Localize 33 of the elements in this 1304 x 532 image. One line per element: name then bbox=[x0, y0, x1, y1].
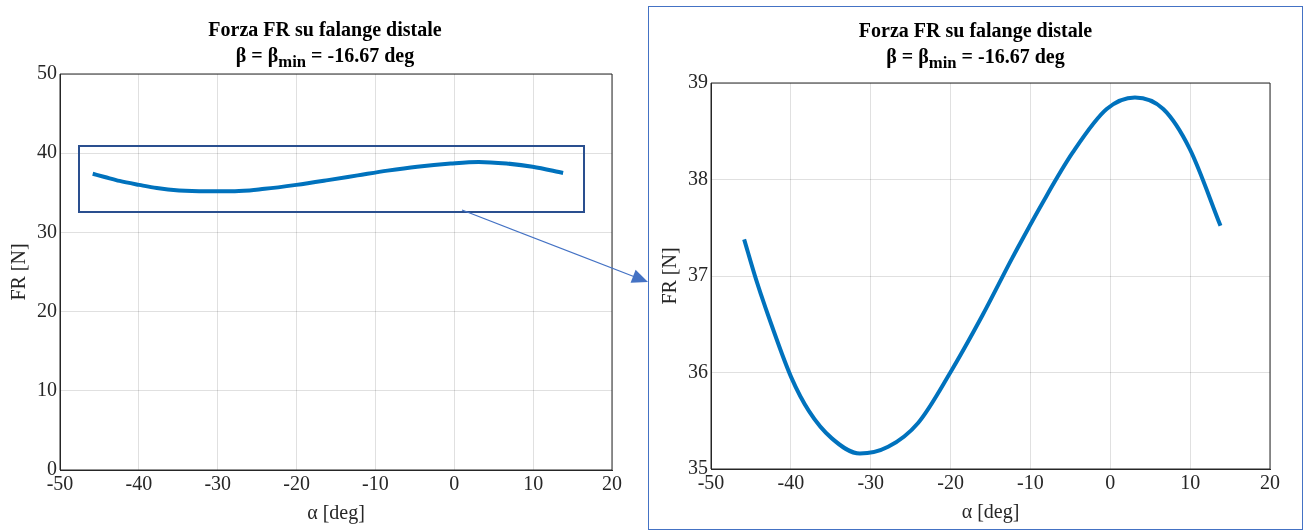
x-tick-label: -10 bbox=[1017, 471, 1044, 494]
y-tick-label: 38 bbox=[688, 166, 708, 189]
x-axis-title: α [deg] bbox=[961, 500, 1020, 524]
y-tick-label: 10 bbox=[37, 378, 57, 401]
chart-subtitle: β = β$_{min}$ = -16.67 deg bbox=[235, 44, 415, 71]
chart-subtitle: β = β$_{min}$ = -16.67 deg bbox=[886, 45, 1065, 72]
y-tick-label: 37 bbox=[688, 263, 708, 286]
line-series bbox=[90, 159, 566, 194]
x-tick-label: 20 bbox=[1260, 471, 1280, 494]
x-tick-label: -30 bbox=[857, 471, 885, 494]
y-tick-label: 36 bbox=[688, 359, 708, 382]
x-tick-label: 20 bbox=[602, 472, 622, 495]
chart-title: Forza FR su falange distale bbox=[207, 17, 443, 42]
y-axis-title: FR [N] bbox=[658, 247, 681, 305]
x-tick-label: -40 bbox=[125, 472, 153, 495]
x-tick-label: -10 bbox=[362, 472, 389, 495]
x-tick-label: -20 bbox=[937, 471, 964, 494]
y-tick-label: 39 bbox=[688, 70, 708, 93]
y-tick-label: 40 bbox=[37, 140, 57, 163]
y-tick-label: 30 bbox=[37, 219, 57, 242]
line-series bbox=[742, 95, 1223, 456]
x-tick-label: 10 bbox=[523, 472, 544, 495]
x-tick-label: -30 bbox=[204, 472, 232, 495]
x-axis-title: α [deg] bbox=[307, 501, 365, 525]
y-tick-label: 50 bbox=[37, 61, 57, 84]
x-tick-label: -20 bbox=[283, 472, 310, 495]
y-axis-title: FR [N] bbox=[7, 243, 30, 301]
x-tick-label: -40 bbox=[777, 471, 805, 494]
y-tick-label: 20 bbox=[37, 298, 57, 321]
x-tick-label: 0 bbox=[1105, 471, 1116, 494]
chart-title: Forza FR su falange distale bbox=[857, 18, 1094, 43]
x-tick-label: 0 bbox=[449, 472, 460, 495]
x-tick-label: 10 bbox=[1180, 471, 1201, 494]
